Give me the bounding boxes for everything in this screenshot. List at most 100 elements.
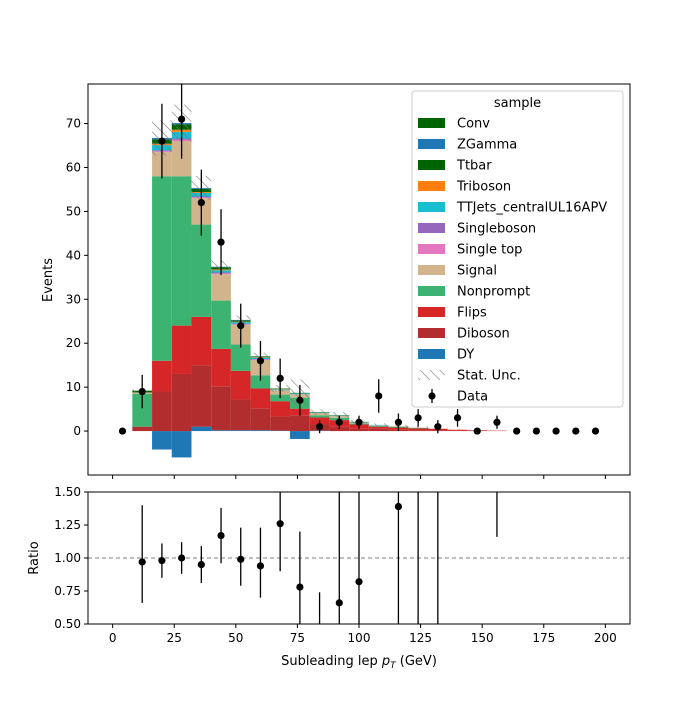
- data-point: [572, 427, 579, 434]
- bar-diboson: [270, 417, 290, 431]
- legend-swatch: [418, 286, 445, 296]
- stat-unc-band: [369, 423, 389, 426]
- data-point: [198, 199, 205, 206]
- legend-swatch: [418, 223, 445, 233]
- legend-label: Conv: [457, 117, 490, 132]
- data-point: [316, 423, 323, 430]
- y-tick-label: 10: [66, 380, 81, 394]
- ratio-point: [336, 599, 343, 606]
- legend-swatch: [418, 139, 445, 149]
- legend-label: Ttbar: [456, 159, 492, 174]
- ratio-y-tick-label: 1.50: [54, 485, 81, 499]
- data-point: [139, 388, 146, 395]
- y-tick-label: 50: [66, 204, 81, 218]
- x-tick-label: 0: [109, 631, 117, 645]
- data-point: [552, 427, 559, 434]
- bar-nonprompt: [172, 176, 192, 325]
- legend-swatch-hatch: [418, 370, 445, 380]
- ratio-point: [257, 562, 264, 569]
- bar-dy: [290, 431, 310, 439]
- legend-label: Single top: [457, 243, 522, 258]
- bar-flips: [231, 371, 251, 400]
- data-point: [277, 375, 284, 382]
- bar-flips: [408, 428, 428, 430]
- bar-nonprompt: [191, 225, 211, 317]
- bar-nonprompt: [211, 301, 231, 349]
- legend-swatch: [418, 349, 445, 359]
- data-point: [474, 427, 481, 434]
- bar-diboson: [349, 429, 369, 431]
- legend-label: Nonprompt: [457, 285, 530, 300]
- legend-label: Diboson: [457, 327, 510, 342]
- bar-flips: [369, 427, 389, 429]
- x-tick-label: 200: [594, 631, 617, 645]
- stat-unc-band: [448, 429, 468, 430]
- ratio-point: [198, 561, 205, 568]
- data-point: [375, 392, 382, 399]
- y-tick-label: 70: [66, 117, 81, 131]
- bar-signal: [211, 274, 231, 300]
- bar-flips: [172, 326, 192, 374]
- bar-diboson: [132, 427, 152, 431]
- ratio-points: [139, 492, 497, 624]
- ratio-point: [395, 503, 402, 510]
- ratio-y-tick-label: 0.75: [54, 584, 81, 598]
- data-point: [395, 419, 402, 426]
- legend-label: Triboson: [456, 180, 511, 195]
- x-axis-label: Subleading lep pT (GeV): [281, 654, 437, 671]
- bar-diboson: [408, 430, 428, 431]
- bar-diboson: [251, 408, 271, 430]
- x-tick-label: 175: [532, 631, 555, 645]
- bar-diboson: [369, 429, 389, 431]
- ratio-point: [217, 532, 224, 539]
- legend-label: ZGamma: [457, 138, 517, 153]
- ratio-point: [139, 558, 146, 565]
- legend-title: sample: [494, 96, 541, 111]
- x-tick-label: 150: [471, 631, 494, 645]
- stat-unc-band: [408, 426, 428, 428]
- legend-swatch: [418, 265, 445, 275]
- data-point: [592, 427, 599, 434]
- bar-dy: [191, 427, 211, 431]
- ratio-point: [178, 554, 185, 561]
- legend-label: TTJets_centralUL16APV: [456, 201, 607, 216]
- data-point: [493, 419, 500, 426]
- data-point: [513, 427, 520, 434]
- data-point: [415, 414, 422, 421]
- bar-dy: [211, 430, 231, 431]
- ratio-y-ticks: 0.500.751.001.251.50: [54, 485, 88, 631]
- data-point: [178, 116, 185, 123]
- x-tick-label: 25: [167, 631, 182, 645]
- data-point: [296, 397, 303, 404]
- data-point: [336, 419, 343, 426]
- bar-diboson: [152, 392, 172, 432]
- bar-diboson: [290, 415, 310, 431]
- x-tick-label: 125: [409, 631, 432, 645]
- ratio-point: [158, 557, 165, 564]
- ratio-point: [355, 578, 362, 585]
- ratio-y-axis-label: Ratio: [27, 541, 42, 574]
- legend-label: Signal: [457, 264, 497, 279]
- ratio-point: [277, 520, 284, 527]
- bar-diboson: [231, 399, 251, 430]
- data-point: [119, 427, 126, 434]
- x-tick-label: 75: [290, 631, 305, 645]
- bar-diboson: [191, 365, 211, 427]
- stat-unc-band: [310, 409, 330, 415]
- bar-flips: [270, 401, 290, 416]
- legend-swatch: [418, 244, 445, 254]
- legend-swatch: [418, 160, 445, 170]
- legend-label: DY: [457, 348, 474, 363]
- legend-label: Data: [457, 390, 488, 405]
- data-point: [257, 357, 264, 364]
- data-point: [217, 239, 224, 246]
- x-tick-label: 50: [228, 631, 243, 645]
- y-tick-label: 30: [66, 292, 81, 306]
- bar-flips: [191, 317, 211, 365]
- data-point: [533, 427, 540, 434]
- bar-dy: [152, 431, 172, 449]
- data-point: [237, 322, 244, 329]
